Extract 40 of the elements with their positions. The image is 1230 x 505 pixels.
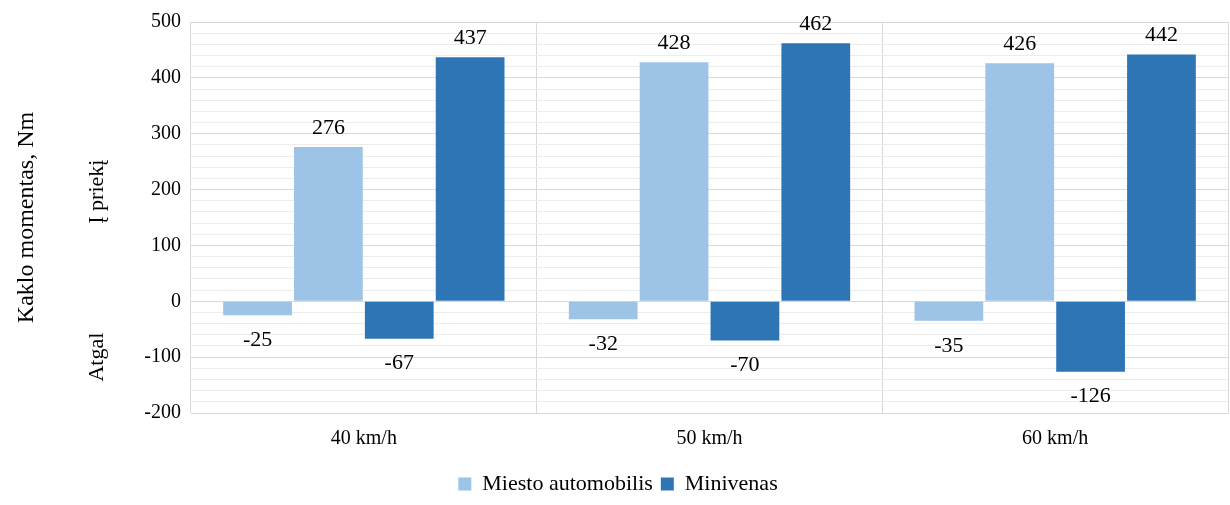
- x-tick-label: 50 km/h: [676, 426, 743, 449]
- data-label: -126: [1070, 382, 1111, 408]
- data-label: -35: [934, 331, 964, 357]
- bar: [1127, 54, 1196, 301]
- y-tick-label: 500: [151, 9, 181, 32]
- y-axis-title: Kaklo momentas, Nm: [11, 111, 38, 324]
- legend-label: Minivenas: [684, 469, 778, 495]
- data-label: -25: [242, 326, 273, 352]
- x-tick-label: 40 km/h: [330, 426, 397, 449]
- text: Atgal: [82, 332, 108, 382]
- data-label: 276: [311, 113, 345, 139]
- bar: [639, 62, 709, 301]
- bar: [1056, 301, 1125, 372]
- data-label: 437: [453, 23, 487, 49]
- data-label: 428: [657, 29, 691, 54]
- x-tick-label: 60 km/h: [1022, 426, 1089, 449]
- y-tick-label: -200: [144, 400, 181, 423]
- y-tick-label: 400: [151, 65, 181, 88]
- y-tick-label: 0: [171, 288, 181, 311]
- y-tick-label: 200: [151, 176, 181, 199]
- text: Į priekį: [82, 159, 108, 224]
- data-label: 442: [1144, 21, 1178, 47]
- bar: [710, 301, 780, 341]
- y-tick-label: -100: [144, 344, 181, 367]
- y-tick-label: 100: [151, 232, 181, 255]
- data-label: 462: [799, 10, 833, 36]
- bar: [223, 301, 292, 316]
- data-label: 426: [1003, 30, 1037, 56]
- legend-label: Miesto automobilis: [482, 469, 653, 495]
- bar: [985, 63, 1055, 301]
- bar: [781, 43, 851, 301]
- bar: [364, 301, 434, 339]
- bar: [435, 57, 505, 301]
- y-tick-label: 300: [151, 120, 181, 143]
- bar: [914, 301, 984, 321]
- bar: [294, 147, 363, 301]
- bar: [568, 301, 638, 320]
- data-label: -67: [384, 349, 414, 375]
- data-label: -70: [730, 351, 760, 377]
- data-label: -32: [588, 329, 618, 355]
